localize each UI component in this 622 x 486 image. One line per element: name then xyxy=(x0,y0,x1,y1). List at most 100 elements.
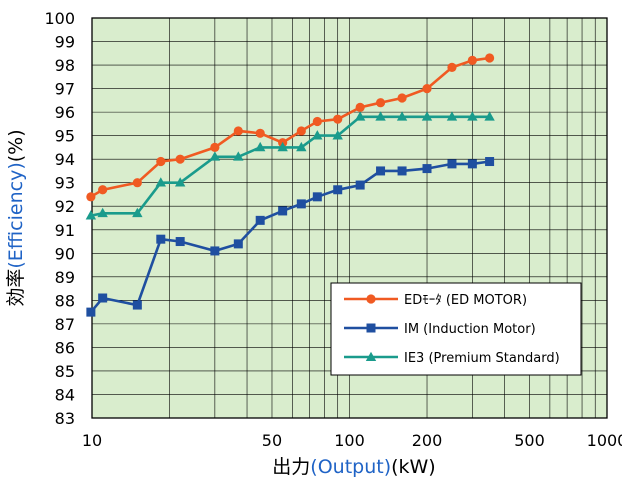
legend-label-induction-motor: IM (Induction Motor) xyxy=(404,322,536,337)
legend-marker-induction-motor xyxy=(366,323,376,333)
data-point xyxy=(446,111,458,121)
data-point xyxy=(255,215,265,225)
legend-item-ie3: IE3 (Premium Standard) xyxy=(344,351,560,366)
data-point xyxy=(467,159,477,169)
data-point xyxy=(312,116,322,127)
data-point xyxy=(312,192,322,202)
data-point xyxy=(421,111,433,121)
legend: EDﾓｰﾀ (ED MOTOR) IM (Induction Motor) IE… xyxy=(330,282,582,376)
data-point xyxy=(233,126,243,136)
data-point xyxy=(174,177,186,187)
x-axis-label: 出力(Output)(kW) xyxy=(272,456,435,478)
y-tick-label: 90 xyxy=(55,244,75,263)
data-point xyxy=(397,93,407,103)
y-tick-label: 87 xyxy=(55,315,75,334)
y-tick-label: 84 xyxy=(55,385,75,404)
y-tick-label: 94 xyxy=(55,150,75,169)
data-point xyxy=(376,166,386,176)
data-point xyxy=(447,62,457,73)
y-axis-label-main: 効率 xyxy=(5,269,27,307)
data-point xyxy=(354,111,366,121)
data-point xyxy=(333,114,343,124)
x-tick-label: 100 xyxy=(334,431,365,450)
data-point xyxy=(233,151,244,161)
data-point xyxy=(98,185,108,195)
data-point xyxy=(312,130,323,140)
series-0 xyxy=(86,53,495,202)
data-point xyxy=(484,53,495,63)
series-group xyxy=(85,53,495,317)
y-tick-label: 99 xyxy=(55,33,75,52)
data-point xyxy=(86,192,96,202)
grid xyxy=(92,17,607,419)
data-point xyxy=(296,199,306,209)
series-2 xyxy=(85,111,495,220)
data-point xyxy=(355,180,365,190)
y-axis-label: 効率(Efficiency)(%) xyxy=(5,129,27,306)
data-point xyxy=(86,307,96,317)
y-tick-labels: 83 84 85 86 87 88 89 90 91 92 93 94 95 96 97 98 99 100 xyxy=(44,9,75,428)
legend-marker-ie3 xyxy=(365,351,377,361)
data-point xyxy=(485,157,495,167)
data-point xyxy=(97,207,108,218)
data-point xyxy=(156,234,166,244)
series-1 xyxy=(86,157,495,317)
data-point xyxy=(396,111,408,121)
data-point xyxy=(296,141,307,152)
data-point xyxy=(296,126,306,136)
legend-marker-ed-motor xyxy=(366,294,376,304)
x-tick-labels: 10 50 100 200 500 1000 xyxy=(82,431,622,450)
x-axis-label-unit: (kW) xyxy=(391,456,436,478)
y-axis-label-sub: (Efficiency) xyxy=(5,162,27,268)
y-tick-label: 91 xyxy=(55,221,75,240)
data-point xyxy=(132,178,142,188)
data-point xyxy=(278,206,288,216)
legend-item-ed-motor: EDﾓｰﾀ (ED MOTOR) xyxy=(344,293,527,308)
data-point xyxy=(210,142,220,153)
y-tick-label: 96 xyxy=(55,103,75,122)
y-tick-label: 95 xyxy=(55,127,75,146)
y-tick-label: 100 xyxy=(44,9,75,28)
data-point xyxy=(175,154,185,164)
data-point xyxy=(484,111,495,121)
data-point xyxy=(98,293,108,303)
y-tick-label: 86 xyxy=(55,338,75,357)
data-point xyxy=(132,207,143,218)
data-point xyxy=(255,141,266,152)
data-point xyxy=(210,246,220,256)
legend-label-ie3: IE3 (Premium Standard) xyxy=(404,351,560,366)
data-point xyxy=(467,111,478,121)
x-axis-label-sub: (Output) xyxy=(310,456,391,478)
x-tick-label: 200 xyxy=(412,431,443,450)
data-point xyxy=(175,237,185,247)
data-point xyxy=(332,130,343,140)
y-tick-label: 98 xyxy=(55,56,75,75)
y-tick-label: 89 xyxy=(55,268,75,287)
data-point xyxy=(255,128,265,138)
y-tick-label: 88 xyxy=(55,291,75,310)
data-point xyxy=(155,177,166,187)
data-point xyxy=(233,239,243,249)
data-point xyxy=(156,156,166,167)
data-point xyxy=(85,210,97,220)
data-point xyxy=(333,185,343,195)
y-tick-label: 83 xyxy=(55,409,75,428)
data-point xyxy=(355,102,365,113)
data-point xyxy=(375,111,386,121)
y-tick-label: 93 xyxy=(55,174,75,193)
data-point xyxy=(209,151,221,161)
y-tick-label: 97 xyxy=(55,80,75,99)
data-point xyxy=(132,300,142,310)
data-point xyxy=(422,83,432,94)
x-tick-label: 50 xyxy=(262,431,282,450)
data-point xyxy=(277,141,288,152)
y-tick-label: 85 xyxy=(55,362,75,381)
data-point xyxy=(375,98,386,108)
data-point xyxy=(447,159,457,169)
legend-label-ed-motor: EDﾓｰﾀ (ED MOTOR) xyxy=(404,293,527,308)
data-point xyxy=(422,164,432,174)
y-axis-label-unit: (%) xyxy=(5,129,27,162)
data-point xyxy=(467,55,477,65)
y-tick-label: 92 xyxy=(55,197,75,216)
